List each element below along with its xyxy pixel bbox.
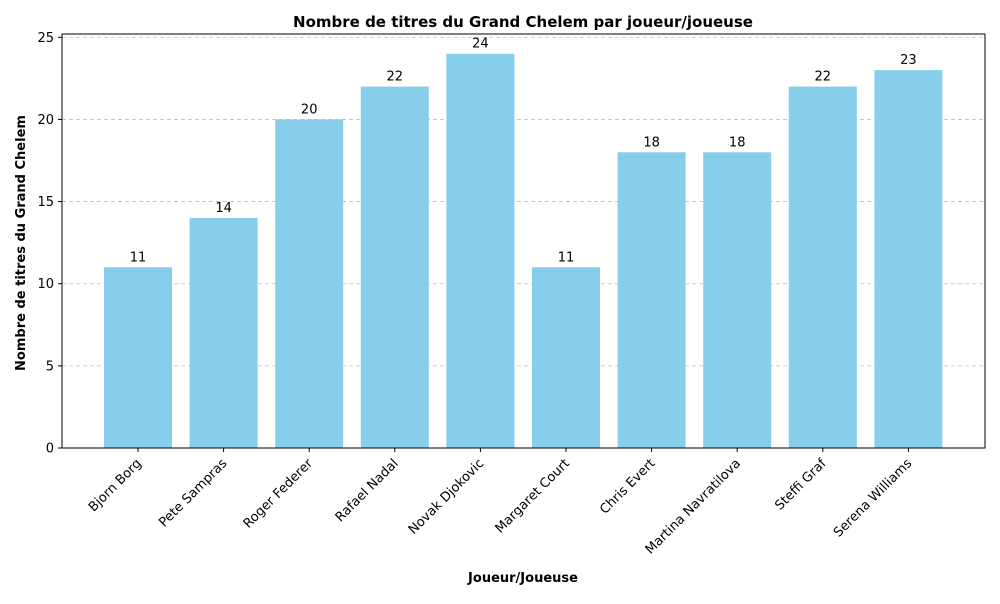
bar-value-label: 24 <box>472 37 489 52</box>
x-tick-labels: Bjorn Borg Pete Sampras Roger Federer Rafae… <box>86 456 915 558</box>
bar <box>275 119 344 448</box>
bar <box>104 267 172 448</box>
y-tick-label: 0 <box>46 442 54 457</box>
bar <box>189 218 258 448</box>
data-labels: 11 14 20 22 24 11 18 18 22 23 <box>130 37 917 266</box>
x-tick-label: Bjorn Borg <box>86 456 145 515</box>
bar-value-label: 18 <box>729 135 746 150</box>
x-tick-label: Martina Navratilova <box>643 456 744 557</box>
bar-value-label: 22 <box>815 70 832 85</box>
y-tick-label: 20 <box>37 113 54 128</box>
bar <box>617 152 686 449</box>
bar <box>703 152 772 449</box>
y-tick-label: 15 <box>37 195 54 210</box>
plot-frame <box>61 33 986 449</box>
x-tick-label: Roger Federer <box>241 456 317 532</box>
x-tick-label: Pete Sampras <box>156 456 230 530</box>
chart-title: Nombre de titres du Grand Chelem par jou… <box>293 13 753 31</box>
bar <box>360 86 429 449</box>
bar <box>874 70 943 449</box>
x-tick-label: Steffi Graf <box>772 456 830 514</box>
bar-value-label: 18 <box>643 135 660 150</box>
bar-value-label: 11 <box>130 250 147 265</box>
bar-value-label: 14 <box>215 201 232 216</box>
y-tick-label: 5 <box>46 359 54 374</box>
bar <box>446 53 515 448</box>
bar-value-label: 20 <box>301 102 318 117</box>
bar <box>788 86 857 449</box>
y-axis-label: Nombre de titres du Grand Chelem <box>14 115 29 371</box>
axes <box>58 33 986 452</box>
x-tick-label: Serena Williams <box>831 456 915 540</box>
bar-value-label: 11 <box>558 250 575 265</box>
x-axis-label: Joueur/Joueuse <box>467 571 578 586</box>
bar-value-label: 23 <box>900 53 917 68</box>
x-tick-label: Rafael Nadal <box>333 456 402 525</box>
bar-value-label: 22 <box>387 70 404 85</box>
y-tick-label: 25 <box>37 31 54 46</box>
y-tick-label: 10 <box>37 277 54 292</box>
bar <box>532 267 600 448</box>
x-tick-label: Margaret Court <box>493 456 573 536</box>
y-tick-labels: 0 5 10 15 20 25 <box>37 31 54 457</box>
bars <box>104 53 943 449</box>
x-tick-label: Novak Djokovic <box>406 456 487 537</box>
x-tick-label: Chris Evert <box>597 456 658 517</box>
